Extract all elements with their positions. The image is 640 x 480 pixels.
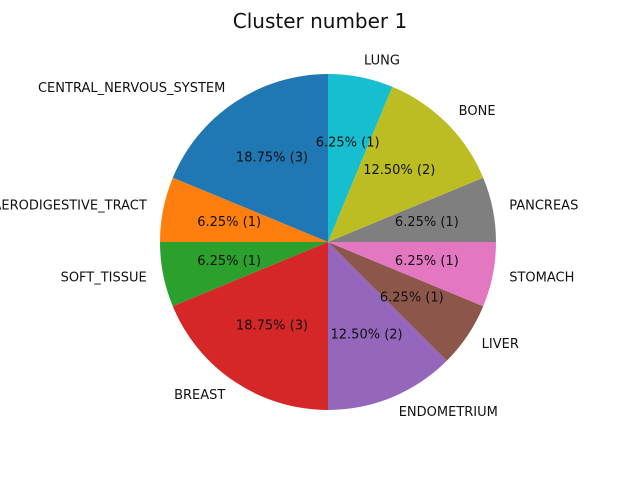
pie-slice-bone — [328, 86, 484, 242]
pie-slice-soft-tissue — [160, 242, 328, 307]
category-label: ENDOMETRIUM — [399, 405, 498, 420]
category-label: CENTRAL_NERVOUS_SYSTEM — [38, 81, 225, 96]
percent-label: 6.25% (1) — [197, 254, 261, 269]
percent-label: 6.25% (1) — [380, 291, 444, 306]
pie-slice-upper-aerodigestive-tract — [160, 177, 328, 242]
category-label: BREAST — [174, 388, 225, 403]
pie-slice-central-nervous-system — [172, 74, 328, 242]
percent-label: 6.25% (1) — [197, 215, 261, 230]
pie-slice-lung — [328, 74, 393, 242]
chart-title: Cluster number 1 — [233, 9, 407, 33]
percent-label: 12.50% (2) — [363, 163, 435, 178]
pie-slice-breast — [172, 242, 328, 410]
percent-label: 12.50% (2) — [331, 328, 403, 343]
percent-label: 18.75% (3) — [236, 318, 308, 333]
percent-label: 6.25% (1) — [395, 254, 459, 269]
percent-label: 18.75% (3) — [236, 151, 308, 166]
category-label: PANCREAS — [509, 198, 578, 213]
percent-label: 6.25% (1) — [316, 136, 380, 151]
pie-slice-liver — [328, 242, 484, 361]
category-label: LUNG — [364, 53, 400, 68]
category-label: STOMACH — [509, 271, 574, 286]
category-label: BONE — [459, 104, 496, 119]
percent-label: 6.25% (1) — [395, 215, 459, 230]
pie-slice-pancreas — [328, 177, 496, 242]
category-label: SOFT_TISSUE — [61, 271, 147, 286]
category-label: LIVER — [482, 337, 519, 352]
pie-slice-endometrium — [328, 242, 447, 410]
pie-slice-stomach — [328, 242, 496, 307]
category-label: UPPER_AERODIGESTIVE_TRACT — [0, 198, 147, 213]
